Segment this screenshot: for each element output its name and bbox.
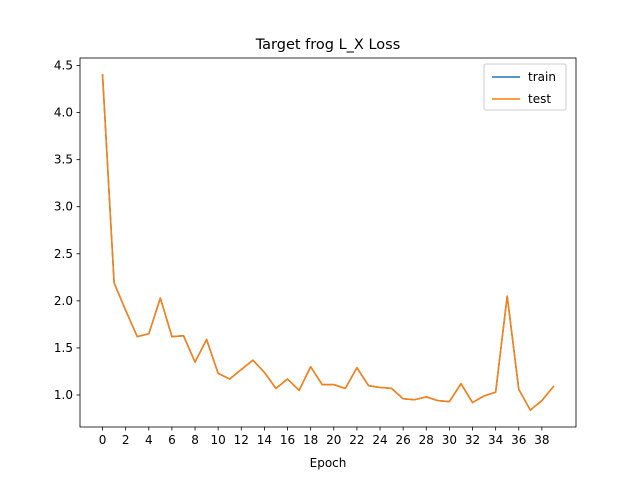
x-tick-label: 22 xyxy=(349,433,364,447)
x-tick-label: 2 xyxy=(122,433,130,447)
x-tick-label: 36 xyxy=(511,433,526,447)
x-tick-label: 6 xyxy=(168,433,176,447)
x-tick-label: 32 xyxy=(465,433,480,447)
y-tick-label: 1.0 xyxy=(54,388,73,402)
x-tick-label: 24 xyxy=(372,433,387,447)
x-axis-label: Epoch xyxy=(310,456,347,470)
y-tick-label: 4.5 xyxy=(54,59,73,73)
x-tick-label: 26 xyxy=(396,433,411,447)
x-tick-label: 12 xyxy=(234,433,249,447)
x-tick-label: 16 xyxy=(280,433,295,447)
x-tick-label: 4 xyxy=(145,433,153,447)
y-tick-label: 3.5 xyxy=(54,153,73,167)
x-tick-label: 8 xyxy=(191,433,199,447)
x-tick-label: 20 xyxy=(326,433,341,447)
y-tick-label: 2.0 xyxy=(54,294,73,308)
plot-frame xyxy=(79,57,577,428)
legend-label-test: test xyxy=(528,92,551,106)
x-tick-label: 30 xyxy=(442,433,457,447)
x-tick-label: 0 xyxy=(99,433,107,447)
x-tick-label: 38 xyxy=(534,433,549,447)
series-line-test xyxy=(101,74,555,411)
x-tick-label: 14 xyxy=(257,433,272,447)
x-tick-label: 34 xyxy=(488,433,503,447)
y-tick-label: 1.5 xyxy=(54,341,73,355)
legend-label-train: train xyxy=(528,70,556,84)
ticks-layer: 0 2 4 6 8 10 12 14 16 18 20 22 24 26 28 30 32 34 36 381.01.… xyxy=(54,59,550,447)
x-tick-label: 10 xyxy=(211,433,226,447)
series-layer xyxy=(101,74,555,411)
y-tick-label: 2.5 xyxy=(54,247,73,261)
legend: train test xyxy=(483,63,567,111)
axes-layer xyxy=(79,57,577,428)
y-tick-label: 4.0 xyxy=(54,106,73,120)
x-tick-label: 18 xyxy=(303,433,318,447)
y-tick-label: 3.0 xyxy=(54,200,73,214)
x-tick-label: 28 xyxy=(419,433,434,447)
chart-title: Target frog L_X Loss xyxy=(255,37,401,53)
